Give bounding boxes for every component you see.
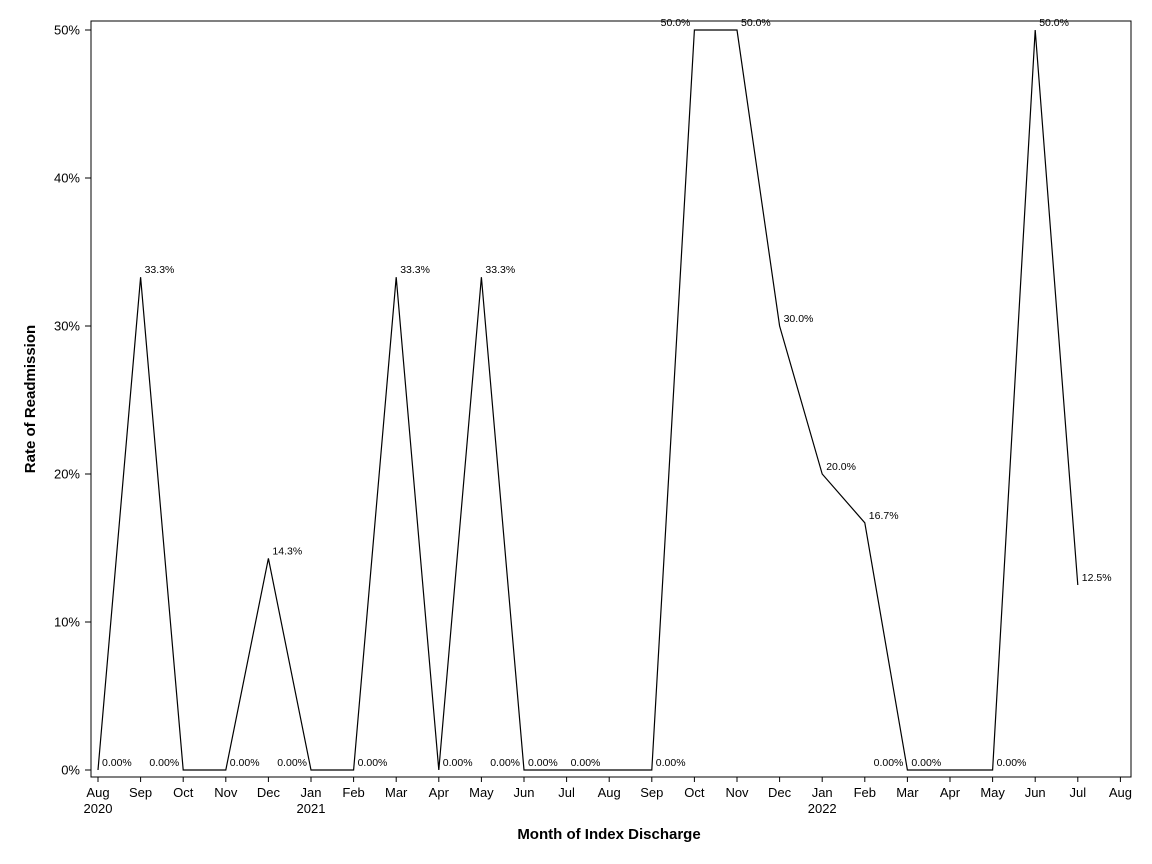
data-point-label: 0.00%: [997, 757, 1027, 769]
x-tick-month-label: Oct: [684, 785, 705, 800]
data-point-label: 16.7%: [869, 510, 899, 522]
x-tick-month-label: Jan: [812, 785, 833, 800]
data-point-label: 33.3%: [485, 264, 515, 276]
data-point-label: 0.00%: [528, 757, 558, 769]
x-tick-month-label: Mar: [385, 785, 408, 800]
x-tick-month-label: Nov: [214, 785, 238, 800]
y-axis: 0% 10% 20% 30% 40% 50%: [54, 23, 91, 778]
y-tick-label: 0%: [61, 763, 80, 778]
data-point-label: 0.00%: [911, 757, 941, 769]
data-point-label: 0.00%: [443, 757, 473, 769]
data-point-label: 0.00%: [490, 757, 520, 769]
data-point-label: 0.00%: [230, 757, 260, 769]
x-tick-year-label: 2022: [808, 801, 837, 816]
y-tick-label: 30%: [54, 319, 80, 334]
y-tick-label: 50%: [54, 23, 80, 38]
x-tick-month-label: Apr: [429, 785, 450, 800]
x-tick-month-label: Jun: [1025, 785, 1046, 800]
x-axis-title: Month of Index Discharge: [517, 826, 700, 843]
y-tick-label: 40%: [54, 171, 80, 186]
data-point-label: 50.0%: [1039, 17, 1069, 29]
plot-frame: [90, 20, 1132, 778]
data-point-label: 0.00%: [874, 757, 904, 769]
x-tick-month-label: Mar: [896, 785, 919, 800]
x-tick-month-label: Nov: [725, 785, 749, 800]
x-tick-year-label: 2020: [84, 801, 113, 816]
data-point-label: 30.0%: [784, 313, 814, 325]
data-point-label: 12.5%: [1082, 572, 1112, 584]
data-point-label: 0.00%: [277, 757, 307, 769]
data-point-label: 20.0%: [826, 461, 856, 473]
x-tick-month-label: Feb: [854, 785, 876, 800]
x-tick-month-label: Sep: [129, 785, 152, 800]
x-tick-month-label: Jul: [558, 785, 575, 800]
data-labels: 0.00% 33.3% 0.00% 0.00% 14.3% 0.00% 0.00% 33.3%…: [102, 17, 1112, 769]
x-tick-month-label: Sep: [640, 785, 663, 800]
data-point-label: 0.00%: [358, 757, 388, 769]
x-tick-month-label: Dec: [768, 785, 792, 800]
x-tick-month-label: May: [980, 785, 1005, 800]
x-tick-year-label: 2021: [297, 801, 326, 816]
x-tick-month-label: Jan: [301, 785, 322, 800]
data-point-label: 50.0%: [741, 17, 771, 29]
data-point-label: 0.00%: [571, 757, 601, 769]
x-tick-month-label: Aug: [598, 785, 621, 800]
data-point-label: 0.00%: [149, 757, 179, 769]
x-tick-month-label: May: [469, 785, 494, 800]
x-tick-month-label: Feb: [342, 785, 364, 800]
y-axis-title: Rate of Readmission: [22, 325, 39, 473]
x-tick-month-label: Dec: [257, 785, 281, 800]
x-tick-month-label: Aug: [86, 785, 109, 800]
x-tick-month-label: Apr: [940, 785, 961, 800]
y-tick-label: 20%: [54, 467, 80, 482]
data-point-label: 50.0%: [661, 17, 691, 29]
data-point-label: 0.00%: [656, 757, 686, 769]
x-tick-month-label: Jun: [514, 785, 535, 800]
data-point-label: 33.3%: [145, 264, 175, 276]
y-tick-label: 10%: [54, 615, 80, 630]
x-tick-month-label: Jul: [1069, 785, 1086, 800]
x-tick-month-label: Aug: [1109, 785, 1132, 800]
data-point-label: 33.3%: [400, 264, 430, 276]
x-tick-month-label: Oct: [173, 785, 194, 800]
data-point-label: 14.3%: [272, 545, 302, 557]
readmission-rate-line: [97, 29, 1079, 771]
data-point-label: 0.00%: [102, 757, 132, 769]
